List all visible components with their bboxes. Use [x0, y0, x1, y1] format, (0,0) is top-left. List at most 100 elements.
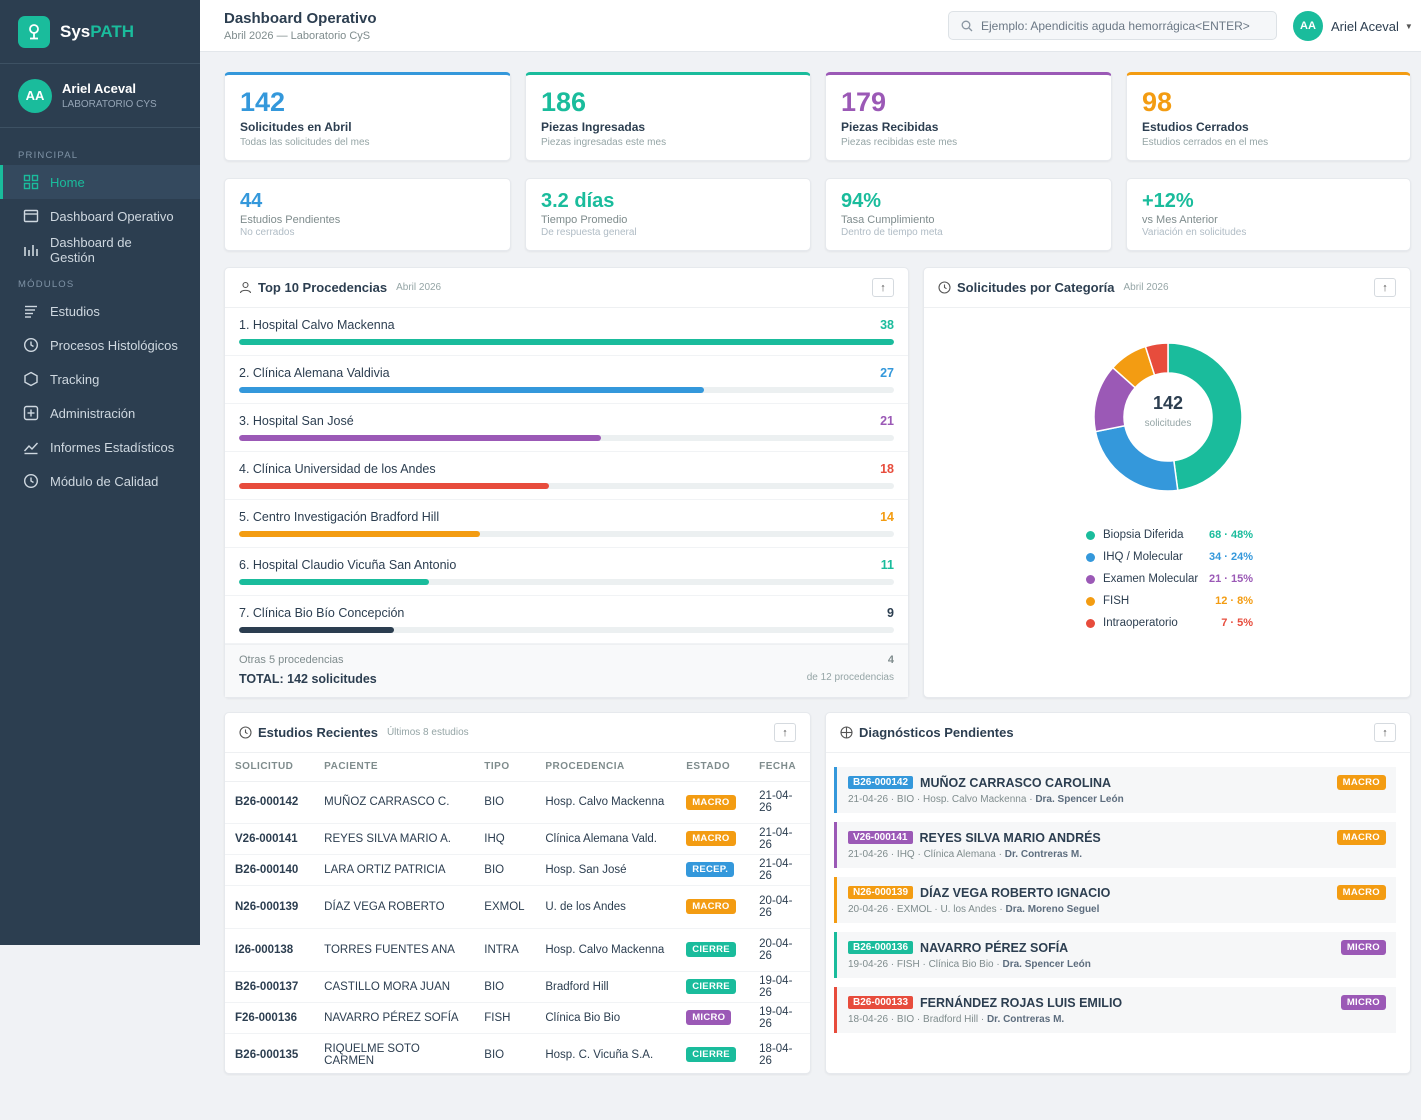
column-header[interactable]: FECHA	[749, 753, 810, 782]
procedencia-name: 7. Clínica Bio Bío Concepción	[239, 606, 405, 620]
sidebar-item-estudios[interactable]: Estudios	[0, 294, 200, 328]
solicitud-id: B26-000137	[225, 971, 315, 1003]
table-row[interactable]: B26-000142 MUÑOZ CARRASCO C. BIO Hosp. Calv…	[225, 781, 810, 824]
kpi-card-secondary[interactable]: 94% Tasa Cumplimiento Dentro de tiempo met…	[825, 178, 1112, 251]
sidebar-item-label: Dashboard Operativo	[50, 208, 174, 224]
column-header[interactable]: SOLICITUD	[225, 753, 315, 782]
column-header[interactable]: ESTADO	[676, 753, 750, 782]
sidebar-user[interactable]: AA Ariel Aceval LABORATORIO CYS	[0, 64, 200, 128]
sidebar-item-administracion[interactable]: Administración	[0, 396, 200, 430]
hexagon-icon	[24, 371, 38, 387]
table-row[interactable]: I26-000138 TORRES FUENTES ANA INTRA Hosp. C…	[225, 928, 810, 972]
status-badge: MACRO	[1336, 885, 1386, 900]
legend-label: Biopsia Diferida	[1103, 529, 1184, 541]
sidebar-item-calidad[interactable]: Módulo de Calidad	[0, 464, 200, 498]
kpi-card[interactable]: 186 Piezas Ingresadas Piezas ingresadas es…	[525, 72, 811, 161]
status-cell: MACRO	[676, 781, 750, 824]
estudios-recientes-panel: Estudios Recientes Últimos 8 estudios ↑ …	[224, 712, 811, 1077]
kpi-card[interactable]: 98 Estudios Cerrados Estudios cerrados en …	[1126, 72, 1411, 161]
export-button[interactable]: ↑	[1374, 278, 1396, 297]
sidebar-item-informes[interactable]: Informes Estadísticos	[0, 430, 200, 464]
sidebar-item-dashboard-gestion[interactable]: Dashboard de Gestión	[0, 233, 200, 267]
procedencia-row[interactable]: 2. Clínica Alemana Valdivia 27	[225, 356, 908, 404]
donut-slice-4[interactable]	[1144, 342, 1169, 377]
patient-name: CASTILLO MORA JUAN	[314, 971, 475, 1003]
sidebar-item-dashboard-operativo[interactable]: Dashboard Operativo	[0, 199, 200, 233]
export-button[interactable]: ↑	[774, 723, 796, 742]
procedencia-row[interactable]: 3. Hospital San José 21	[225, 404, 908, 452]
kpi-card-secondary[interactable]: 3.2 días Tiempo Promedio De respuesta gene…	[525, 178, 811, 251]
meta-text: 21-04-26 · IHQ · Clínica Alemana ·	[848, 849, 1002, 860]
procedencia-row[interactable]: 5. Centro Investigación Bradford Hill 14	[225, 500, 908, 548]
patient-name: MUÑOZ CARRASCO C.	[314, 781, 475, 824]
diagnostico-item[interactable]: N26-000139 DÍAZ VEGA ROBERTO IGNACIO MACRO…	[834, 877, 1396, 923]
clock-icon	[23, 473, 39, 489]
diagnostico-item[interactable]: B26-000142 MUÑOZ CARRASCO CAROLINA MACRO 21…	[834, 767, 1396, 813]
table-row[interactable]: N26-000139 DÍAZ VEGA ROBERTO EXMOL U. de lo…	[225, 885, 810, 929]
column-header[interactable]: PACIENTE	[314, 753, 475, 782]
export-button[interactable]: ↑	[1374, 723, 1396, 742]
table-row[interactable]: B26-000135 RIQUELME SOTO CARMEN BIO Hosp. C…	[225, 1033, 810, 1077]
procedencia-row[interactable]: 4. Clínica Universidad de los Andes 18	[225, 452, 908, 500]
user-menu[interactable]: AA Ariel Aceval ▼	[1293, 11, 1413, 41]
status-badge: RECEP.	[686, 862, 735, 877]
solicitud-id: N26-000139	[225, 885, 315, 929]
status-cell: CIERRE	[676, 928, 750, 972]
sidebar-item-home[interactable]: Home	[0, 165, 200, 199]
sidebar: SysPATH AA Ariel Aceval LABORATORIO CYS …	[0, 0, 200, 945]
kpi-card-secondary[interactable]: 44 Estudios Pendientes No cerrados	[224, 178, 511, 251]
window-icon	[23, 209, 39, 223]
kpi-card[interactable]: 179 Piezas Recibidas Piezas recibidas este…	[825, 72, 1112, 161]
legend-swatch	[1086, 530, 1095, 540]
status-badge: CIERRE	[686, 979, 736, 994]
progress-track	[239, 387, 894, 393]
kpi-card-secondary[interactable]: +12% vs Mes Anterior Variación en solicitu…	[1126, 178, 1411, 251]
export-button[interactable]: ↑	[872, 278, 894, 297]
diagnostico-meta: 18-04-26 · BIO · Bradford Hill · Dr. Con…	[848, 1014, 1386, 1025]
search-input[interactable]: Ejemplo: Apendicitis aguda hemorrágica<E…	[948, 11, 1277, 40]
procedencia-row[interactable]: 1. Hospital Calvo Mackenna 38	[225, 308, 908, 356]
column-header[interactable]: TIPO	[474, 753, 536, 782]
solicitud-id-badge: B26-000142	[848, 776, 914, 789]
kpi-sub: Estudios cerrados en el mes	[1142, 137, 1269, 148]
kpi-label: Estudios Pendientes	[240, 214, 341, 226]
diagnostico-item[interactable]: B26-000133 FERNÁNDEZ ROJAS LUIS EMILIO MIC…	[834, 987, 1396, 1033]
table-row[interactable]: B26-000137 CASTILLO MORA JUAN BIO Bradford …	[225, 971, 810, 1003]
date: 18-04-26	[749, 1033, 810, 1077]
column-header[interactable]: PROCEDENCIA	[535, 753, 677, 782]
progress-bar	[239, 387, 705, 393]
solicitud-id: F26-000136	[225, 1002, 315, 1034]
kpi-value: 3.2 días	[541, 190, 615, 212]
diagnostico-meta: 21-04-26 · IHQ · Clínica Alemana · Dr. C…	[848, 849, 1386, 860]
table-row[interactable]: B26-000140 LARA ORTIZ PATRICIA BIO Hosp. Sa…	[225, 854, 810, 886]
date: 19-04-26	[749, 1002, 810, 1034]
legend-label: FISH	[1103, 595, 1130, 607]
procedencia: Hosp. C. Vicuña S.A.	[535, 1033, 677, 1077]
sidebar-item-label: Procesos Histológicos	[50, 337, 178, 353]
date: 21-04-26	[749, 781, 810, 824]
table-row[interactable]: V26-000141 REYES SILVA MARIO A. IHQ Clínica…	[225, 823, 810, 855]
procedencia-row[interactable]: 7. Clínica Bio Bío Concepción 9	[225, 596, 908, 644]
legend-value: 12 · 8%	[1215, 595, 1253, 607]
patient-name: RIQUELME SOTO CARMEN	[314, 1033, 475, 1077]
brand[interactable]: SysPATH	[0, 0, 200, 64]
sidebar-item-procesos[interactable]: Procesos Histológicos	[0, 328, 200, 362]
clock-icon	[23, 337, 39, 353]
table-row[interactable]: F26-000136 NAVARRO PÉREZ SOFÍA FISH Clínica…	[225, 1002, 810, 1034]
study-type: BIO	[474, 854, 536, 886]
progress-track	[239, 435, 894, 441]
estudios-table: SOLICITUD PACIENTE TIPO PROCEDENCIA ESTADO FE…	[225, 753, 810, 1077]
status-badge: MICRO	[686, 1010, 732, 1025]
donut-slice-0[interactable]	[1167, 342, 1243, 492]
donut-slice-1[interactable]	[1094, 424, 1179, 492]
target-icon	[840, 726, 853, 739]
procedencia-value: 9	[887, 606, 894, 620]
sidebar-item-label: Dashboard de Gestión	[50, 235, 132, 265]
diagnostico-item[interactable]: B26-000136 NAVARRO PÉREZ SOFÍA MICRO 19-04-…	[834, 932, 1396, 978]
kpi-card[interactable]: 142 Solicitudes en Abril Todas las solicit…	[224, 72, 511, 161]
progress-bar	[239, 579, 429, 585]
diagnostico-item[interactable]: V26-000141 REYES SILVA MARIO ANDRÉS MACRO 2…	[834, 822, 1396, 868]
sidebar-item-tracking[interactable]: Tracking	[0, 362, 200, 396]
procedencia-value: 27	[880, 366, 894, 380]
procedencia-row[interactable]: 6. Hospital Claudio Vicuña San Antonio 11	[225, 548, 908, 596]
